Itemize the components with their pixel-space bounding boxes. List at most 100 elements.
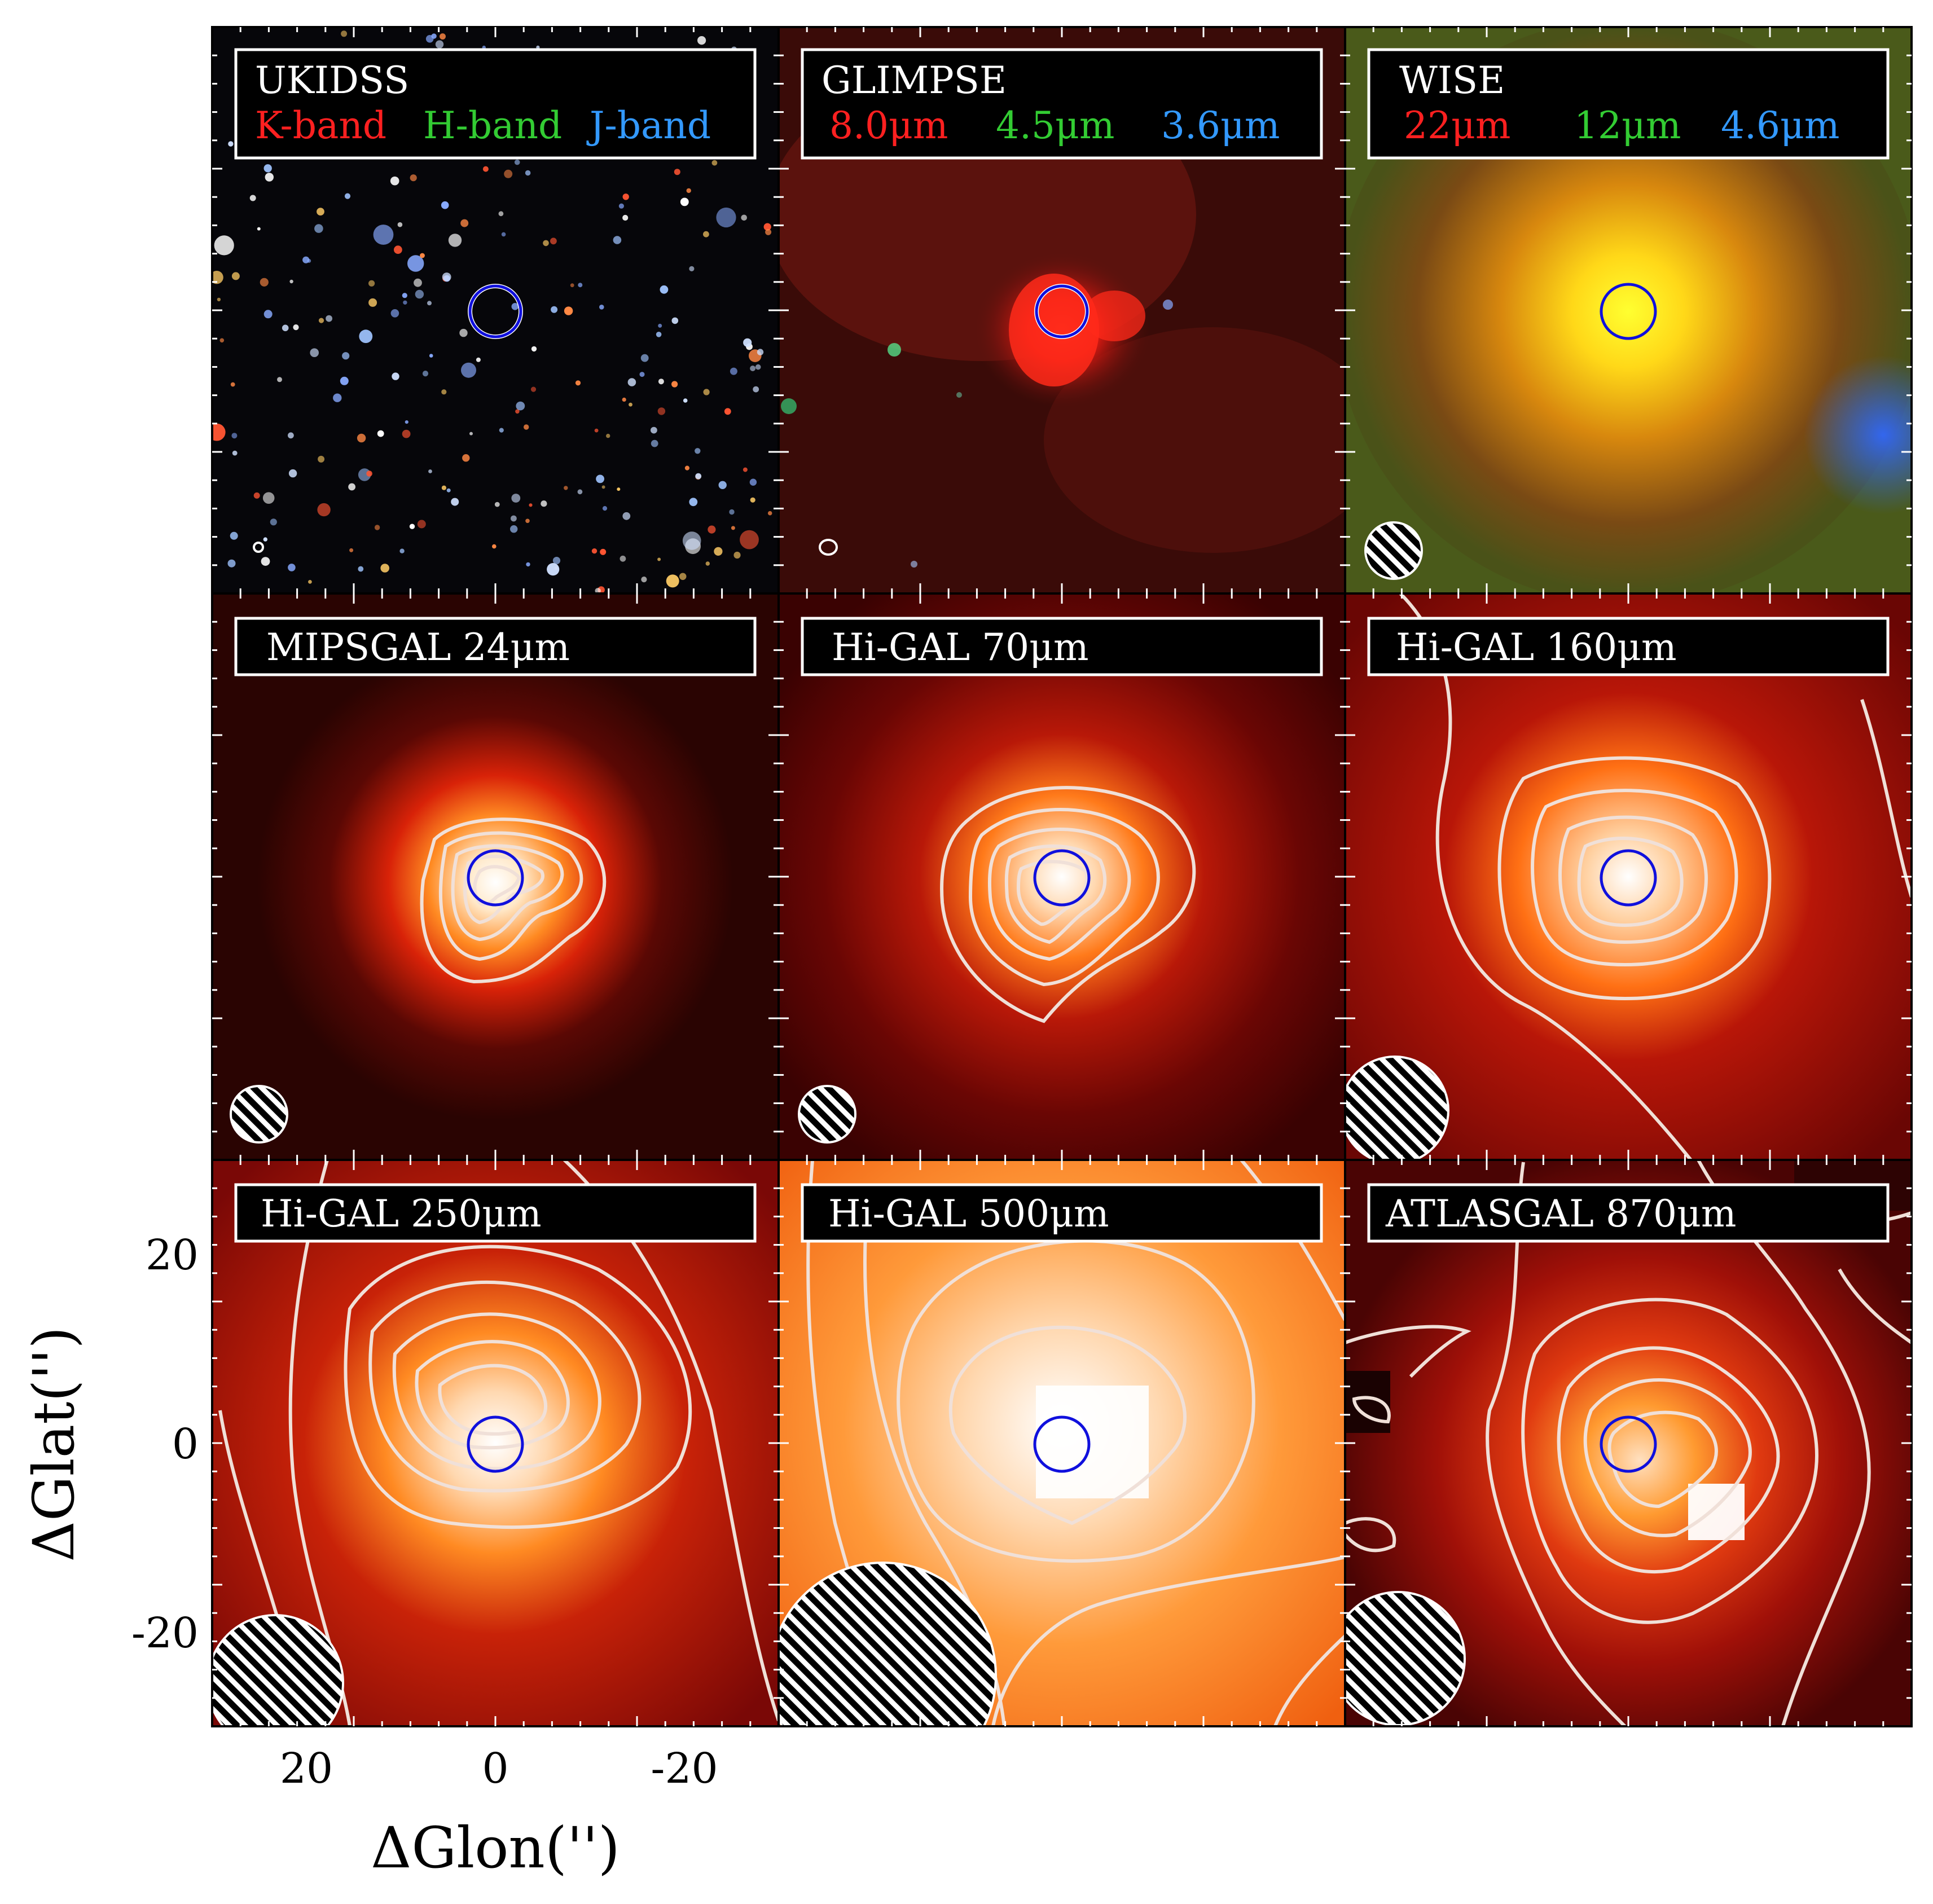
star (531, 346, 537, 352)
star (765, 228, 772, 235)
star (308, 580, 312, 584)
star (651, 439, 658, 447)
star (741, 214, 747, 221)
star (564, 486, 568, 490)
star (422, 371, 429, 377)
star (658, 323, 662, 328)
panel-title: Hi-GAL 250μm (261, 1192, 542, 1235)
star (595, 588, 601, 593)
star (435, 40, 444, 49)
star (552, 557, 561, 565)
higal70-image (779, 593, 1345, 1160)
beam-hatch (1345, 1056, 1449, 1160)
star (594, 428, 599, 433)
star (743, 467, 748, 472)
y-tick-label: -20 (131, 1609, 199, 1657)
star (627, 378, 636, 386)
star (749, 478, 757, 486)
star (686, 188, 691, 194)
star (525, 170, 531, 176)
star (405, 420, 408, 424)
star (232, 450, 238, 456)
label-box-atlasgal: ATLASGAL 870μm (1367, 1183, 1890, 1243)
beam-hatch (1345, 1591, 1466, 1726)
star (441, 485, 447, 490)
label-box-higal160: Hi-GAL 160μm (1367, 617, 1890, 676)
star (462, 454, 470, 462)
star (516, 401, 525, 411)
star (482, 166, 489, 172)
contours (940, 786, 1196, 1023)
star (622, 214, 629, 221)
star (606, 433, 610, 438)
star (530, 386, 537, 392)
star (697, 36, 706, 45)
star (689, 266, 695, 271)
band-label-red: K-band (255, 104, 386, 147)
source-marker (1600, 849, 1657, 907)
star (658, 379, 664, 385)
x-tick-labels: 20 0 -20 (280, 1744, 718, 1793)
star (340, 376, 349, 385)
star (622, 512, 631, 520)
star (261, 557, 270, 566)
y-tick-label: 0 (172, 1420, 199, 1468)
panel-mipsgal (212, 593, 779, 1160)
star (451, 498, 459, 506)
label-box-ukidss: UKIDSS K-band H-band J-band (234, 48, 757, 160)
band-label-green: 12μm (1574, 104, 1681, 147)
star (524, 424, 529, 430)
star (397, 222, 403, 227)
band-label-blue: J-band (586, 104, 711, 147)
source-marker (1033, 1415, 1091, 1473)
star (348, 483, 355, 491)
star (755, 364, 761, 370)
star (515, 409, 520, 414)
star (231, 433, 238, 439)
beam-hatch (1364, 521, 1423, 580)
star (380, 564, 389, 573)
panel-title: ATLASGAL 870μm (1385, 1192, 1736, 1235)
band-label-green: 4.5μm (996, 104, 1114, 147)
star (476, 357, 481, 362)
star (366, 470, 372, 477)
panel-title: Hi-GAL 160μm (1396, 626, 1677, 669)
star (617, 487, 621, 491)
star (599, 305, 604, 310)
star (460, 219, 469, 227)
star (288, 564, 296, 571)
star (750, 366, 756, 371)
star (525, 518, 530, 524)
star (536, 45, 540, 49)
star (492, 544, 497, 549)
star (390, 176, 399, 186)
star (257, 227, 261, 231)
star (753, 386, 759, 393)
x-tick-label: 0 (482, 1744, 508, 1793)
beam-hatch (212, 1614, 344, 1726)
label-box-higal70: Hi-GAL 70μm (801, 617, 1323, 676)
star (511, 303, 519, 310)
star (249, 195, 256, 201)
star (260, 278, 269, 287)
star (410, 174, 417, 182)
panel-higal500 (779, 1160, 1345, 1726)
star (651, 426, 657, 434)
panel-title: Hi-GAL 70μm (832, 626, 1089, 669)
beam-hatch (798, 1085, 856, 1144)
star (591, 548, 598, 554)
beam-hatch (230, 1085, 288, 1144)
star (657, 557, 661, 561)
star (729, 509, 735, 515)
star (288, 432, 294, 439)
star (414, 278, 422, 287)
star (377, 430, 384, 437)
x-tick-label: 20 (280, 1744, 333, 1793)
star (740, 530, 759, 549)
star (289, 279, 293, 284)
mipsgal-image (212, 593, 779, 1160)
star (703, 231, 709, 238)
star (602, 506, 608, 511)
star (600, 548, 607, 555)
star (469, 432, 473, 436)
